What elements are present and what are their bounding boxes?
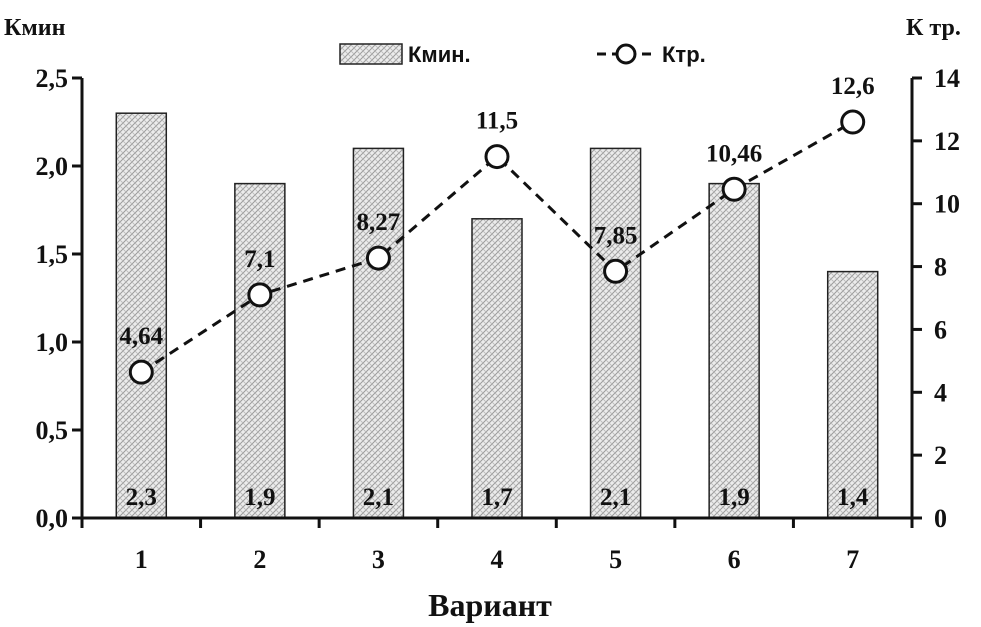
bar	[708, 182, 760, 519]
y-right-tick-label: 2	[934, 441, 947, 470]
legend: Кмин. Ктр.	[339, 42, 706, 67]
x-tick-label: 7	[846, 545, 859, 574]
line-point	[840, 109, 866, 135]
legend-line-marker	[615, 43, 637, 65]
line-point	[603, 258, 629, 284]
y-left-tick-label: 0,0	[36, 504, 69, 533]
bar	[589, 147, 642, 519]
x-tick-label: 3	[372, 545, 385, 574]
line-point	[484, 144, 510, 170]
line-point	[365, 245, 391, 271]
x-axis: 1 2 3 4 5 6 7	[80, 518, 914, 574]
x-tick-label: 2	[253, 545, 266, 574]
bar	[352, 147, 405, 519]
y-left-tick-label: 1,5	[36, 240, 69, 269]
x-tick-label: 6	[728, 545, 741, 574]
y-left-axis: 0,0 0,5 1,0 1,5 2,0 2,5	[36, 64, 82, 533]
bar	[471, 218, 523, 519]
y-right-axis: 0 2 4 6 8 10 12 14	[912, 64, 960, 533]
legend-bar-swatch	[339, 43, 403, 65]
bar	[234, 182, 286, 519]
bar-value-label: 2,3	[126, 484, 157, 511]
bar-value-label: 2,1	[363, 484, 394, 511]
y-right-tick-label: 0	[934, 504, 947, 533]
line-point-label: 8,27	[357, 209, 401, 236]
y-right-axis-title: К тр.	[906, 15, 961, 41]
line-point	[247, 282, 273, 308]
y-left-axis-title: Кмин	[4, 15, 66, 41]
legend-bar-label: Кмин.	[408, 42, 471, 67]
bar-value-label: 2,1	[600, 484, 631, 511]
x-tick-label: 4	[491, 545, 504, 574]
y-left-tick-label: 2,0	[36, 152, 69, 181]
y-right-tick-label: 12	[934, 127, 960, 156]
legend-line-label: Ктр.	[662, 42, 706, 67]
line-series: 4,64 7,1 8,27 11,5 7,85 10,46 12,6	[119, 73, 875, 385]
y-left-tick-label: 1,0	[36, 328, 69, 357]
bar-series: 2,3 1,9 2,1 1,7 2,1 1,9 1,4	[115, 112, 879, 519]
x-tick-label: 1	[135, 545, 148, 574]
line-point-label: 11,5	[476, 108, 518, 135]
line-point-label: 7,85	[594, 222, 638, 249]
line-point-label: 7,1	[244, 246, 275, 273]
bar-value-label: 1,7	[481, 484, 512, 511]
y-right-tick-label: 14	[934, 64, 960, 93]
y-right-tick-label: 4	[934, 378, 947, 407]
line-point-label: 4,64	[119, 323, 163, 350]
y-left-tick-label: 0,5	[36, 416, 69, 445]
axes	[80, 78, 914, 520]
line-point	[721, 176, 747, 202]
bar	[826, 270, 879, 519]
line-point-label: 12,6	[831, 73, 875, 100]
bar-value-label: 1,9	[244, 484, 275, 511]
y-right-tick-label: 6	[934, 315, 947, 344]
bar	[115, 112, 168, 519]
y-left-tick-label: 2,5	[36, 64, 69, 93]
line-point-label: 10,46	[706, 140, 762, 167]
bar-value-label: 1,4	[837, 484, 869, 511]
line-point	[128, 359, 154, 385]
y-right-tick-label: 8	[934, 253, 947, 282]
x-axis-title: Вариант	[428, 587, 552, 623]
y-right-tick-label: 10	[934, 190, 960, 219]
bar-value-label: 1,9	[719, 484, 750, 511]
x-tick-label: 5	[609, 545, 622, 574]
